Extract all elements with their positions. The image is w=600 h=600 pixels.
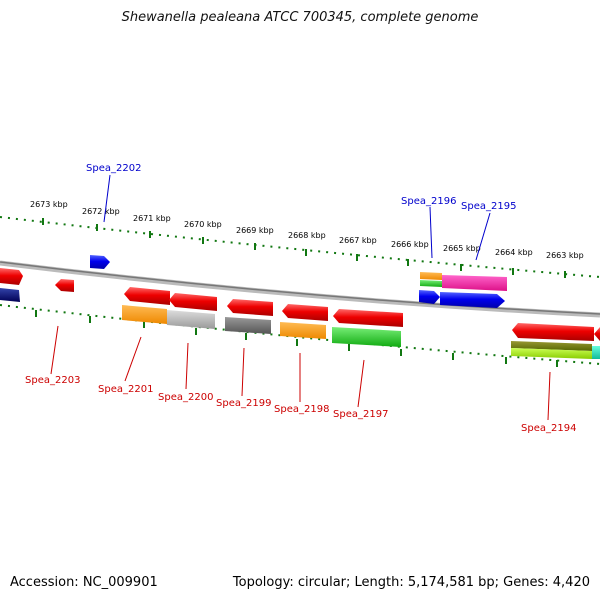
gene-label-spea-2195: Spea_2195	[461, 201, 516, 212]
gene-feature[interactable]	[511, 341, 592, 351]
gene-feature[interactable]	[167, 310, 215, 329]
gene-feature[interactable]	[169, 293, 217, 311]
tick-label-2666: 2666 kbp	[391, 240, 429, 249]
tick-label-2672: 2672 kbp	[82, 207, 120, 216]
gene-label-spea-2201: Spea_2201	[98, 384, 153, 395]
gene-feature[interactable]	[0, 268, 23, 285]
gene-feature[interactable]	[332, 327, 401, 347]
gene-label-spea-2197: Spea_2197	[333, 409, 388, 420]
gene-feature[interactable]	[594, 327, 600, 341]
tick-label-2669: 2669 kbp	[236, 226, 274, 235]
gene-feature[interactable]	[511, 348, 592, 359]
gene-feature[interactable]	[225, 317, 271, 334]
gene-label-spea-2198: Spea_2198	[274, 404, 329, 415]
outer-ruler-major-ticks	[42, 218, 566, 278]
tick-label-2664: 2664 kbp	[495, 248, 533, 257]
forward-genes	[90, 255, 507, 308]
gene-feature[interactable]	[419, 290, 440, 304]
gene-label-spea-2194: Spea_2194	[521, 423, 576, 434]
tick-label-2667: 2667 kbp	[339, 236, 377, 245]
genome-backbone	[0, 260, 600, 318]
gene-feature[interactable]	[420, 272, 442, 280]
gene-feature[interactable]	[512, 323, 594, 341]
reverse-genes	[0, 268, 600, 359]
gene-feature[interactable]	[227, 299, 273, 316]
tick-label-2668: 2668 kbp	[288, 231, 326, 240]
gene-feature[interactable]	[124, 287, 170, 305]
gene-feature[interactable]	[282, 304, 328, 321]
gene-feature[interactable]	[55, 279, 74, 292]
gene-label-spea-2199: Spea_2199	[216, 398, 271, 409]
gene-feature[interactable]	[333, 309, 403, 327]
gene-label-spea-2202: Spea_2202	[86, 163, 141, 174]
gene-feature[interactable]	[420, 280, 442, 287]
tick-label-2663: 2663 kbp	[546, 251, 584, 260]
map-title: Shewanella pealeana ATCC 700345, complet…	[121, 10, 479, 25]
gene-feature[interactable]	[442, 275, 507, 291]
inner-ruler-major-ticks	[35, 310, 558, 367]
gene-label-spea-2203: Spea_2203	[25, 375, 80, 386]
tick-label-2670: 2670 kbp	[184, 220, 222, 229]
gene-feature[interactable]	[0, 288, 20, 302]
gene-label-spea-2196: Spea_2196	[401, 196, 456, 207]
accession-text: Accession: NC_009901	[10, 575, 158, 590]
label-leaders	[50, 174, 551, 421]
gene-feature[interactable]	[90, 255, 110, 269]
tick-label-2673: 2673 kbp	[30, 200, 68, 209]
genome-stats-text: Topology: circular; Length: 5,174,581 bp…	[232, 575, 590, 590]
gene-feature[interactable]	[122, 305, 167, 324]
gene-label-spea-2200: Spea_2200	[158, 392, 213, 403]
tick-label-2671: 2671 kbp	[133, 214, 171, 223]
gene-feature[interactable]	[440, 292, 505, 308]
gene-feature[interactable]	[280, 322, 326, 339]
gene-feature[interactable]	[592, 346, 600, 359]
tick-label-2665: 2665 kbp	[443, 244, 481, 253]
